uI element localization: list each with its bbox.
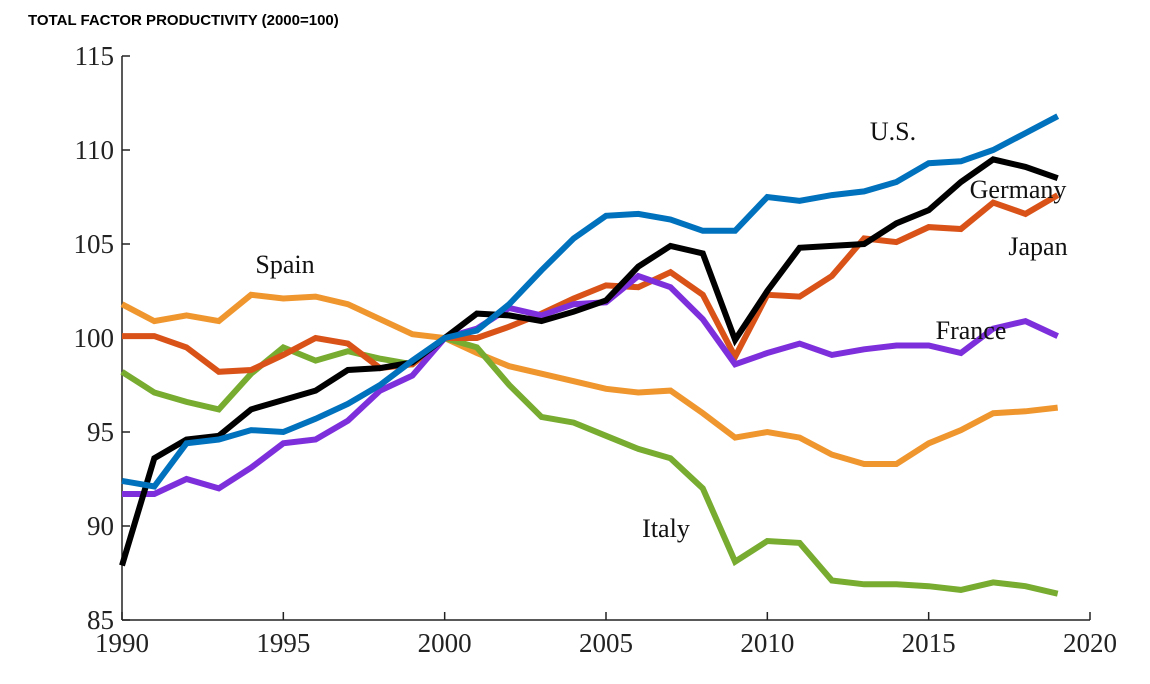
series-line — [120, 334, 1059, 597]
series-line — [119, 156, 1059, 567]
series-label: U.S. — [870, 117, 916, 146]
series-label: Italy — [642, 514, 690, 543]
y-tick-label: 105 — [74, 229, 115, 259]
x-tick-label: 2000 — [418, 628, 472, 658]
series-label: Germany — [970, 175, 1067, 204]
series-label: Spain — [255, 250, 314, 279]
y-tick-label: 100 — [74, 323, 115, 353]
x-tick-label: 1990 — [95, 628, 149, 658]
y-tick-label: 110 — [75, 135, 115, 165]
x-tick-label: 2005 — [579, 628, 633, 658]
series-line — [121, 113, 1060, 490]
chart-title: TOTAL FACTOR PRODUCTIVITY (2000=100) — [28, 12, 339, 29]
y-tick-label: 85 — [87, 605, 114, 635]
y-tick-label: 90 — [87, 511, 114, 541]
series-label: France — [936, 316, 1007, 345]
x-tick-label: 1995 — [256, 628, 310, 658]
x-tick-label: 2020 — [1063, 628, 1117, 658]
y-tick-label: 95 — [87, 417, 114, 447]
x-tick-label: 2015 — [902, 628, 956, 658]
series-label: Japan — [1008, 232, 1067, 261]
x-tick-label: 2010 — [740, 628, 794, 658]
series-line — [120, 291, 1059, 467]
y-tick-label: 115 — [75, 41, 115, 71]
series-line — [122, 192, 1060, 375]
